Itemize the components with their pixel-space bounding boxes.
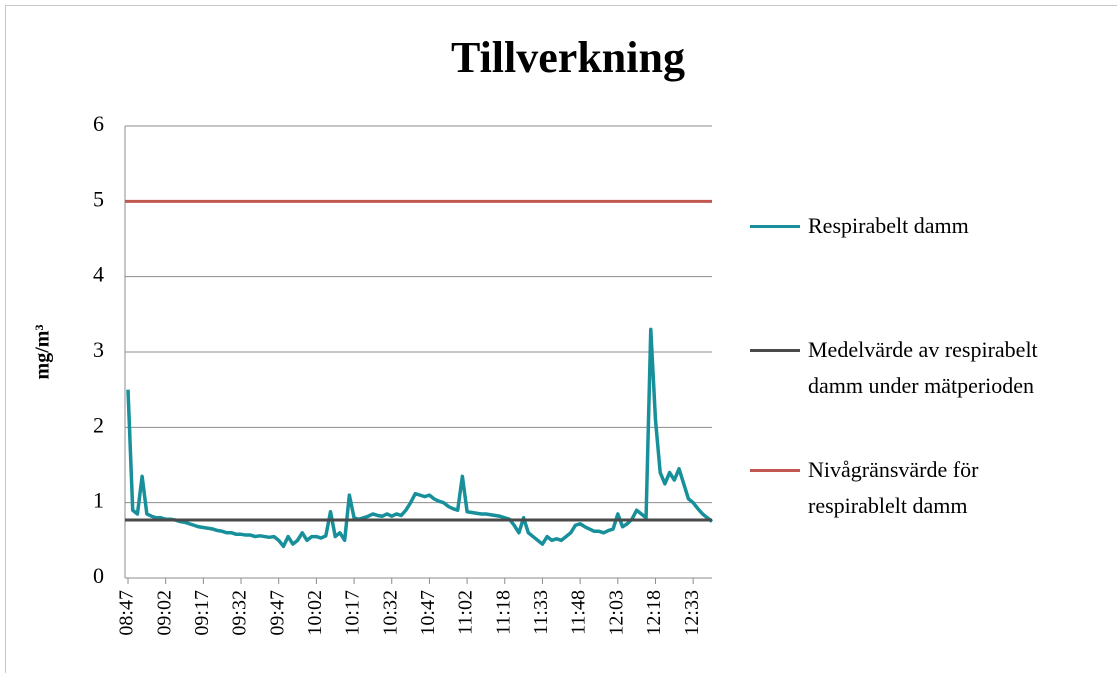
- x-tick-label: 12:33: [681, 590, 703, 636]
- y-tick-label: 5: [93, 186, 104, 211]
- data-line: [126, 327, 714, 549]
- x-tick-label: 11:18: [492, 590, 514, 635]
- legend-label: Nivågränsvärde för respirablelt damm: [808, 457, 979, 518]
- y-tick-label: 4: [93, 262, 104, 287]
- y-tick-label: 2: [93, 412, 104, 437]
- x-tick-label: 10:47: [417, 590, 439, 636]
- y-tick-label: 3: [93, 337, 104, 362]
- chart-border: [5, 5, 1117, 673]
- x-tick-label: 09:02: [153, 590, 175, 636]
- x-tick-label: 11:02: [455, 590, 477, 635]
- legend-label: Respirabelt damm: [808, 213, 969, 238]
- x-tick-label: 09:32: [229, 590, 251, 636]
- y-tick-label: 1: [93, 488, 104, 513]
- x-tick-label: 10:32: [379, 590, 401, 636]
- x-tick-label: 11:33: [530, 590, 552, 635]
- x-tick-label: 09:47: [266, 590, 288, 636]
- x-tick-label: 10:02: [304, 590, 326, 636]
- x-tick-label: 12:18: [643, 590, 665, 636]
- x-tick-label: 08:47: [116, 590, 138, 636]
- legend-swatch: [750, 349, 800, 352]
- legend-swatch: [750, 469, 800, 472]
- x-tick-label: 09:17: [191, 590, 213, 636]
- x-tick-label: 10:17: [342, 590, 364, 636]
- legend-swatch: [750, 225, 800, 228]
- chart-title: Tillverkning: [451, 33, 685, 82]
- y-tick-label: 0: [93, 563, 104, 588]
- x-tick-label: 12:03: [605, 590, 627, 636]
- x-tick-label: 11:48: [568, 590, 590, 635]
- legend-label: Medelvärde av respirabelt damm under mät…: [808, 337, 1038, 398]
- y-tick-label: 6: [93, 111, 104, 136]
- y-axis-label: mg/m³: [32, 325, 54, 380]
